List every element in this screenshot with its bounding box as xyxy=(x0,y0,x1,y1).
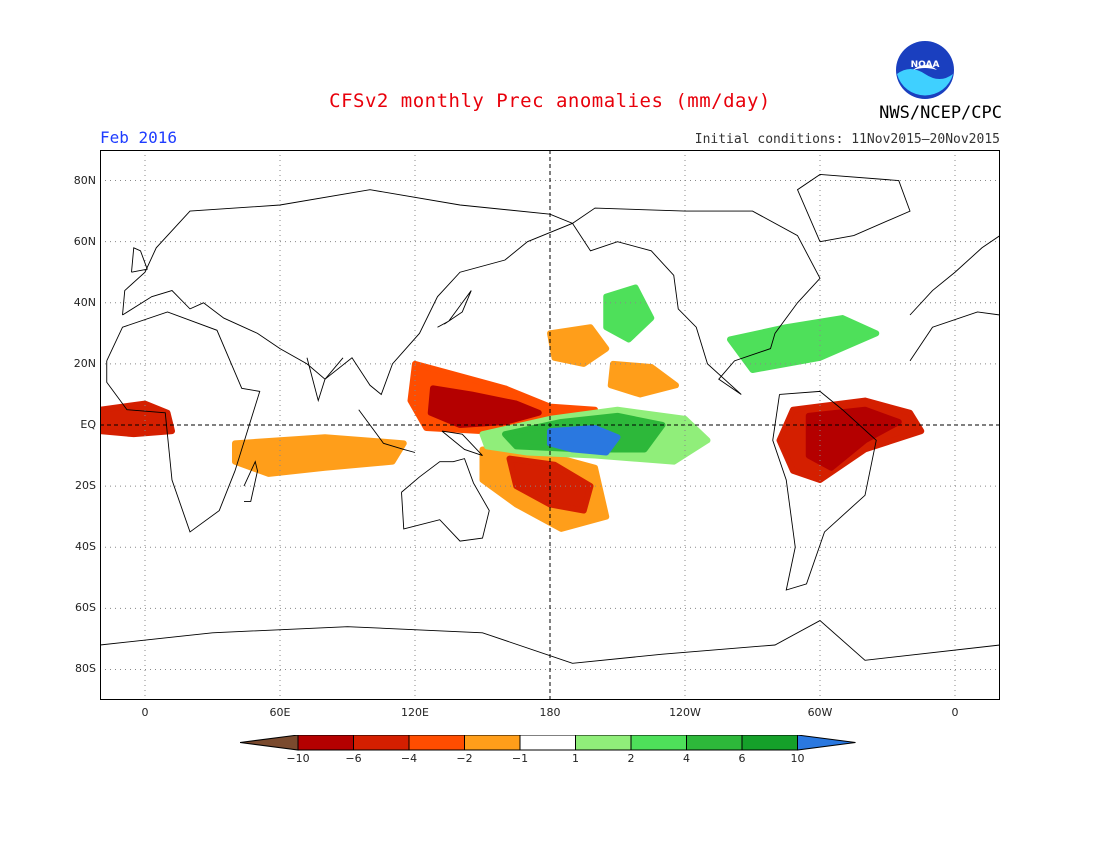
anomaly-africa-dry xyxy=(100,400,175,438)
coastlines xyxy=(100,173,1000,664)
coastline-0 xyxy=(106,311,261,533)
colorbar xyxy=(240,735,856,751)
anomaly-amazon-dry-core xyxy=(805,406,902,471)
coastline-11 xyxy=(243,460,258,502)
colorbar-segment xyxy=(464,735,521,751)
colorbar-segment xyxy=(297,735,354,751)
lat-label: 20N xyxy=(73,356,96,370)
colorbar-label: 2 xyxy=(627,752,635,765)
anomaly-epac-wet-core xyxy=(547,425,621,456)
lon-label: 0 xyxy=(141,706,149,719)
coastline-7 xyxy=(100,620,1000,664)
colorbar-label: −10 xyxy=(286,752,310,765)
coastline-6 xyxy=(772,390,877,591)
lon-label: 120E xyxy=(401,706,429,719)
lon-label: 180 xyxy=(539,706,561,719)
colorbar-segment xyxy=(519,735,576,751)
colorbar-label: −2 xyxy=(456,752,473,765)
coastline-14 xyxy=(909,311,1000,362)
colorbar-label: 10 xyxy=(790,752,805,765)
coastline-4 xyxy=(572,207,821,395)
lat-label: 80S xyxy=(75,662,96,676)
lat-label: 80N xyxy=(73,173,96,187)
colorbar-segment xyxy=(630,735,687,751)
lon-label: 60W xyxy=(807,706,833,719)
noaa-logo-icon: NOAA xyxy=(896,41,954,99)
colorbar-label: 1 xyxy=(572,752,579,765)
colorbar-label: 4 xyxy=(683,752,690,765)
anomaly-layer xyxy=(100,284,925,532)
anomaly-indian-dry xyxy=(232,434,407,477)
colorbar-label: −6 xyxy=(345,752,362,765)
anomaly-caribbean-wet xyxy=(727,315,880,373)
colorbar-arrow-right xyxy=(797,735,856,751)
coastline-1 xyxy=(122,189,574,396)
coastline-5 xyxy=(796,173,911,243)
lon-label: 0 xyxy=(951,706,959,719)
anomaly-npac-wet xyxy=(603,284,655,343)
colorbar-segment xyxy=(353,735,410,751)
lat-label: 60S xyxy=(75,601,96,615)
lat-label: 40S xyxy=(75,540,96,554)
grid-lines xyxy=(100,150,1000,700)
anomaly-map xyxy=(100,150,1000,700)
colorbar-label: 6 xyxy=(738,752,746,765)
coastline-10 xyxy=(441,430,483,456)
lon-label: 60E xyxy=(269,706,291,719)
anomaly-spcz-dry-core xyxy=(506,455,594,514)
lat-label: 40N xyxy=(73,295,96,309)
colorbar-segment xyxy=(408,735,465,751)
lat-label: 20S xyxy=(75,479,96,493)
anomaly-npac-dry2 xyxy=(607,360,679,398)
anomaly-npac-dry xyxy=(547,324,610,367)
colorbar-label: −4 xyxy=(400,752,418,765)
lon-label: 120W xyxy=(669,706,701,719)
coastline-9 xyxy=(358,409,416,453)
colorbar-label: −1 xyxy=(511,752,529,765)
colorbar-segment xyxy=(741,735,798,751)
coastline-13 xyxy=(909,235,1000,316)
month-label: Feb 2016 xyxy=(100,128,178,147)
coastline-12 xyxy=(131,247,148,273)
colorbar-segment xyxy=(575,735,632,751)
anomaly-wpac-dry-core xyxy=(427,385,542,428)
logo-text: NOAA xyxy=(911,60,940,70)
lat-label: 60N xyxy=(73,234,96,248)
initial-conditions-label: Initial conditions: 11Nov2015–20Nov2015 xyxy=(694,132,1000,147)
colorbar-arrow-left xyxy=(240,735,299,751)
lat-label: EQ xyxy=(80,418,96,431)
map-title: CFSv2 monthly Prec anomalies (mm/day) xyxy=(329,90,771,112)
coastline-2 xyxy=(306,357,344,403)
colorbar-segment xyxy=(686,735,743,751)
org-label: NWS/NCEP/CPC xyxy=(879,103,1002,123)
coastline-8 xyxy=(437,290,472,328)
coastline-3 xyxy=(401,458,490,542)
